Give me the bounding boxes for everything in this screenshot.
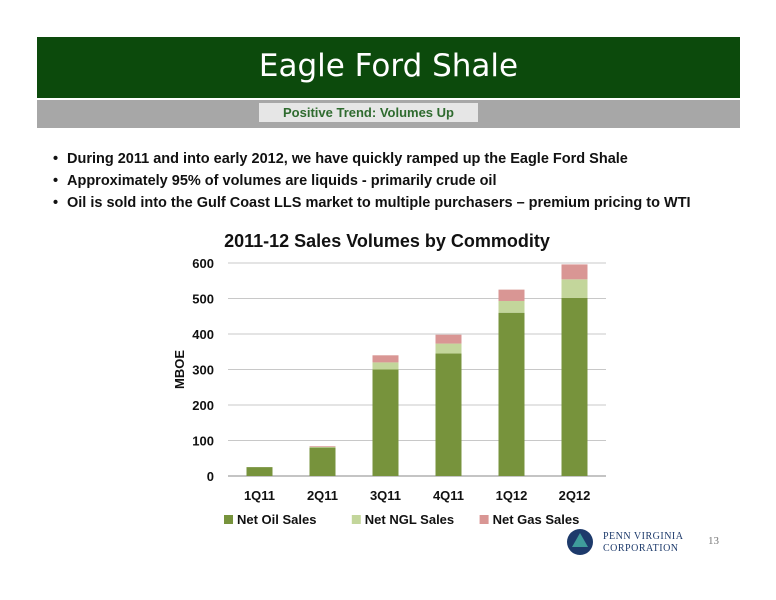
legend-label: Net NGL Sales <box>365 512 454 527</box>
legend-swatch <box>479 515 489 524</box>
logo-line-1: PENN VIRGINIA <box>603 531 684 542</box>
bullet-text: Oil is sold into the Gulf Coast LLS mark… <box>67 195 691 211</box>
legend-swatch <box>351 515 361 524</box>
x-tick-label: 3Q11 <box>370 488 401 503</box>
bar-segment <box>372 362 399 370</box>
x-tick-label: 1Q11 <box>244 488 275 503</box>
y-tick-label: 600 <box>192 256 214 271</box>
bar-segment <box>435 353 462 476</box>
bar-segment <box>561 297 588 476</box>
bar-segment <box>561 264 588 280</box>
bar-segment <box>498 289 525 301</box>
y-tick-label: 100 <box>192 434 214 449</box>
header-bar: Eagle Ford Shale <box>37 37 740 98</box>
y-tick-label: 400 <box>192 327 214 342</box>
x-tick-label: 2Q12 <box>559 488 591 503</box>
bar-segment <box>498 312 525 476</box>
x-tick-label: 1Q12 <box>496 488 528 503</box>
bar-segment <box>498 300 525 313</box>
y-tick-label: 500 <box>192 292 214 307</box>
bar-segment <box>372 369 399 476</box>
chart-title: 2011-12 Sales Volumes by Commodity <box>224 231 550 251</box>
x-tick-label: 2Q11 <box>307 488 338 503</box>
bullet-text: Approximately 95% of volumes are liquids… <box>67 173 497 189</box>
bar-segment <box>309 446 336 448</box>
bar-segment <box>372 355 399 363</box>
bar-segment <box>246 467 273 476</box>
bar-segment <box>309 447 336 476</box>
bar-segment <box>561 279 588 298</box>
subtitle-label: Positive Trend: Volumes Up <box>259 103 478 122</box>
legend-label: Net Gas Sales <box>493 512 580 527</box>
logo-line-2: CORPORATION <box>603 543 679 554</box>
bullet-item: • During 2011 and into early 2012, we hav… <box>53 151 628 167</box>
logo-text: PENN VIRGINIA CORPORATION <box>603 531 683 555</box>
page-title: Eagle Ford Shale <box>258 48 519 84</box>
bar-segment <box>435 343 462 354</box>
y-tick-label: 200 <box>192 398 214 413</box>
y-axis-label: MBOE <box>172 350 187 389</box>
y-tick-label: 0 <box>207 469 214 484</box>
penn-virginia-logo-icon <box>567 529 593 555</box>
y-tick-label: 300 <box>192 363 214 378</box>
bullet-item: • Approximately 95% of volumes are liquid… <box>53 173 497 189</box>
bullet-text: During 2011 and into early 2012, we have… <box>67 151 628 167</box>
bullet-list: • During 2011 and into early 2012, we hav… <box>53 148 691 214</box>
legend-label: Net Oil Sales <box>237 512 316 527</box>
bar-segment <box>309 446 336 447</box>
bar-segment <box>435 334 462 344</box>
legend-swatch <box>224 515 233 524</box>
page-number: 13 <box>708 535 719 547</box>
bullet-item: • Oil is sold into the Gulf Coast LLS mar… <box>53 195 691 211</box>
x-tick-label: 4Q11 <box>433 488 464 503</box>
